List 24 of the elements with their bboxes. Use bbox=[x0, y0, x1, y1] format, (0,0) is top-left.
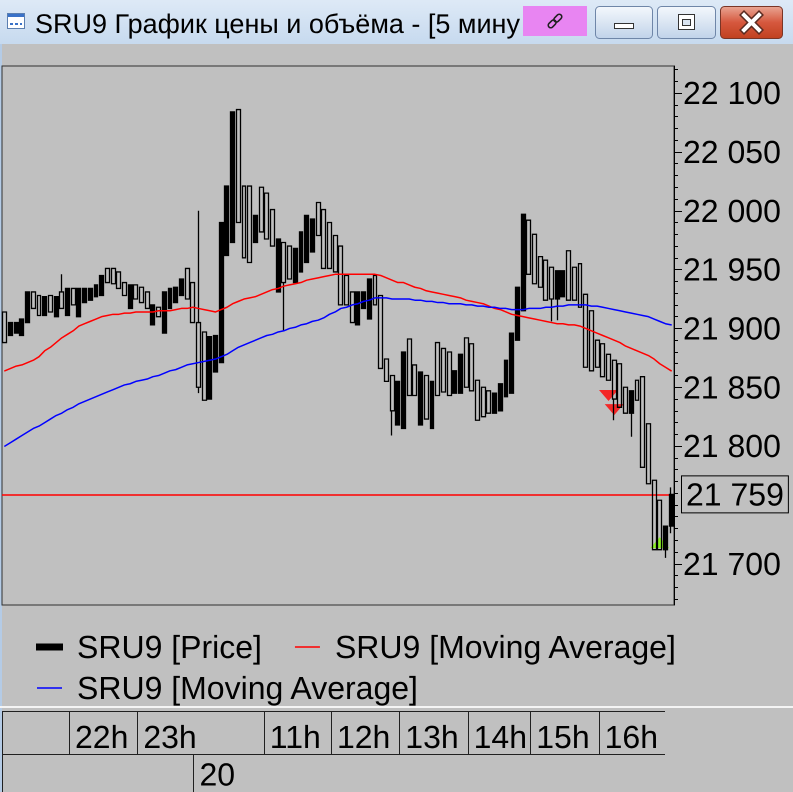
ref-line-label: 21 759 bbox=[686, 476, 784, 512]
x-tick-label: 11h bbox=[270, 719, 321, 755]
y-tick-label: 21 950 bbox=[683, 252, 781, 288]
y-tick-label: 22 050 bbox=[683, 134, 781, 170]
chart-title: SRU9 График цены и объёма - [5 мину bbox=[35, 8, 520, 41]
y-tick-label: 21 900 bbox=[683, 310, 781, 346]
x-tick-label: 22h bbox=[74, 719, 128, 755]
line-series bbox=[4, 297, 672, 447]
text: 20 bbox=[200, 756, 236, 792]
x-tick-label: 15h bbox=[536, 719, 590, 755]
x-tick-label: 23h bbox=[143, 719, 197, 755]
x-tick-label: 16h bbox=[604, 719, 658, 755]
y-tick-label: 21 850 bbox=[683, 369, 781, 406]
line-series bbox=[4, 274, 672, 372]
legend-label: SRU9 [Price] bbox=[77, 629, 262, 665]
x-tick-label: 13h bbox=[405, 719, 459, 755]
y-tick-label: 22 100 bbox=[683, 75, 781, 112]
x-tick-label: 14h bbox=[474, 719, 527, 755]
legend-label: SRU9 [Moving Average] bbox=[77, 670, 418, 706]
legend-label: SRU9 [Moving Average] bbox=[334, 629, 676, 665]
y-tick-label: 21 700 bbox=[683, 546, 781, 582]
y-tick-label: 22 000 bbox=[683, 192, 781, 229]
y-tick-label: 21 800 bbox=[683, 428, 781, 464]
x-tick-label: 12h bbox=[336, 719, 390, 755]
